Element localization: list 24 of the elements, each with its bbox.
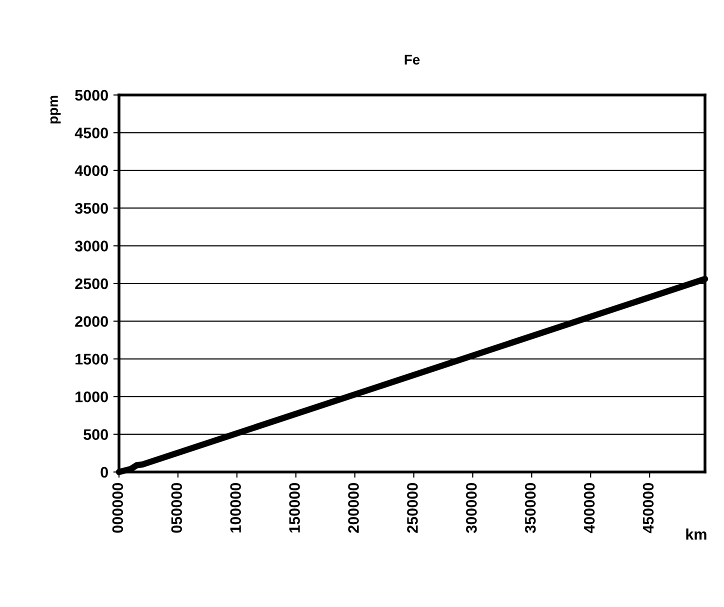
y-tick-label: 1000: [76, 391, 108, 402]
x-tick-label: 150000: [289, 483, 300, 532]
y-tick-label: 500: [84, 429, 108, 440]
y-tick-label: 2500: [75, 278, 108, 290]
y-tick-label: 3500: [74, 202, 108, 214]
x-tick-label: 100000: [230, 483, 242, 532]
x-axis-title: km: [686, 528, 706, 540]
x-tick-label: 450000: [642, 483, 654, 534]
x-tick-label: 300000: [466, 483, 477, 534]
x-tick-label: 350000: [524, 483, 536, 534]
x-tick-label: 200000: [348, 483, 359, 533]
x-tick-label: 000000: [112, 483, 124, 533]
x-tick-label: 250000: [407, 483, 418, 533]
y-tick-label: 5000: [75, 90, 108, 101]
y-tick-label: 4000: [74, 165, 108, 176]
y-tick-label: 3000: [74, 240, 108, 252]
y-tick-label: 0: [100, 466, 108, 478]
y-axis-title: ppm: [50, 96, 61, 124]
y-tick-label: 4500: [74, 128, 108, 138]
chart-title: Fe: [404, 54, 420, 65]
y-tick-label: 1500: [76, 354, 108, 365]
y-tick-label: 2000: [75, 316, 108, 327]
x-tick-label: 400000: [584, 483, 595, 534]
x-tick-label: 050000: [171, 483, 182, 533]
